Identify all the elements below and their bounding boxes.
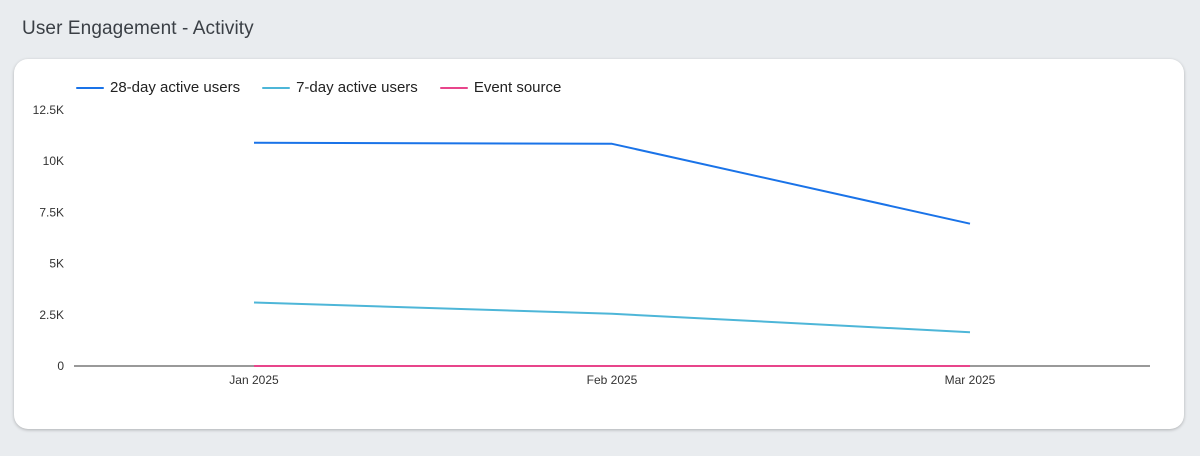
chart-legend: 28-day active users 7-day active users E… [76, 79, 561, 96]
data-point[interactable] [251, 300, 257, 306]
line-chart: 0 2.5K 5K 7.5K 10K 12.5K Jan 2025 Feb 2025 Mar 2… [33, 103, 1150, 387]
data-point[interactable] [251, 140, 257, 146]
x-tick-label: Feb 2025 [587, 373, 638, 387]
series-line-7-day-active-users[interactable] [253, 301, 971, 334]
legend-item-28-day-active-users[interactable]: 28-day active users [76, 79, 240, 96]
page-title: User Engagement - Activity [22, 18, 254, 39]
legend-label: Event source [473, 79, 562, 96]
legend-label: 7-day active users [296, 79, 418, 96]
series-line-28-day-active-users[interactable] [253, 141, 971, 225]
legend-swatch-7-day [262, 86, 291, 89]
y-tick-label: 10K [43, 154, 64, 168]
legend-item-event-source[interactable]: Event source [439, 79, 562, 96]
data-point[interactable] [251, 363, 257, 369]
y-tick-label: 0 [57, 359, 64, 373]
data-point[interactable] [609, 311, 615, 317]
y-tick-label: 2.5K [39, 308, 64, 322]
data-point[interactable] [967, 363, 973, 369]
x-tick-label: Mar 2025 [945, 373, 996, 387]
y-tick-label: 7.5K [39, 205, 64, 219]
x-tick-label: Jan 2025 [229, 373, 279, 387]
legend-item-7-day-active-users[interactable]: 7-day active users [262, 79, 418, 96]
chart-card: 28-day active users 7-day active users E… [14, 59, 1184, 429]
data-point[interactable] [609, 141, 615, 147]
data-point[interactable] [609, 363, 615, 369]
y-tick-label: 12.5K [33, 103, 64, 117]
legend-label: 28-day active users [110, 79, 241, 96]
y-tick-label: 5K [49, 257, 64, 271]
legend-swatch-28-day [76, 86, 104, 89]
data-point[interactable] [967, 221, 973, 227]
data-point[interactable] [967, 329, 973, 335]
legend-swatch-event-source [439, 86, 468, 89]
